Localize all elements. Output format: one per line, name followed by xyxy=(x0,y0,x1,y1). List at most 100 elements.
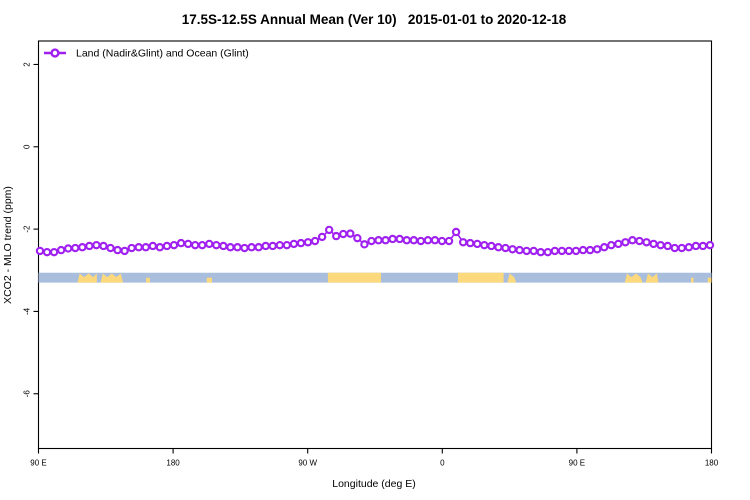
data-point-marker xyxy=(240,243,249,253)
data-series xyxy=(35,225,715,257)
data-point-marker xyxy=(494,243,503,252)
data-point-marker xyxy=(656,240,665,250)
y-axis-label: XCO2 - MLO trend (ppm) xyxy=(2,186,14,304)
data-point-marker xyxy=(508,245,517,254)
data-point-marker xyxy=(388,234,397,244)
land-patch xyxy=(707,277,712,283)
data-point-marker xyxy=(557,246,567,256)
data-point-marker xyxy=(543,247,552,257)
data-point-marker xyxy=(113,245,122,255)
y-tick-label: 0 xyxy=(23,144,32,149)
data-point-marker xyxy=(614,239,623,249)
data-point-marker xyxy=(332,231,341,241)
data-point-marker xyxy=(183,239,193,249)
data-point-marker xyxy=(550,246,560,256)
data-point-marker xyxy=(529,246,538,256)
data-point-marker xyxy=(607,240,616,250)
y-axis-ticks: 2 0 -2 -4 -6 xyxy=(23,62,39,397)
data-point-marker xyxy=(261,241,270,251)
data-point-marker xyxy=(324,225,334,235)
data-point-marker xyxy=(585,245,595,255)
data-point-marker xyxy=(71,243,80,253)
data-point-marker xyxy=(571,246,581,256)
legend-label: Land (Nadir&Glint) and Ocean (Glint) xyxy=(76,48,249,60)
data-point-marker xyxy=(42,247,52,257)
data-point-marker xyxy=(346,229,355,238)
data-point-marker xyxy=(127,243,136,253)
data-point-marker xyxy=(353,233,362,243)
data-point-marker xyxy=(35,246,45,256)
data-point-marker xyxy=(451,227,461,237)
data-point-marker xyxy=(219,241,228,251)
x-tick-label: 90 E xyxy=(30,459,46,468)
legend: Land (Nadir&Glint) and Ocean (Glint) xyxy=(44,48,249,60)
data-point-marker xyxy=(698,241,708,251)
data-point-marker xyxy=(99,241,108,251)
data-point-marker xyxy=(515,245,524,255)
data-point-marker xyxy=(430,236,440,245)
data-point-marker xyxy=(635,236,644,246)
data-point-marker xyxy=(169,240,179,250)
data-point-marker xyxy=(148,241,158,251)
data-point-marker xyxy=(233,243,242,252)
x-tick-label: 90 W xyxy=(298,459,317,468)
data-point-marker xyxy=(49,247,59,257)
data-point-marker xyxy=(92,240,101,250)
land-patch xyxy=(507,273,517,283)
data-point-marker xyxy=(522,246,531,256)
land-patch xyxy=(624,273,643,283)
data-point-marker xyxy=(190,240,200,250)
x-axis-label: Longitude (deg E) xyxy=(332,478,415,490)
data-point-marker xyxy=(226,243,235,252)
data-point-marker xyxy=(367,236,376,246)
data-point-marker xyxy=(628,236,637,245)
y-tick-label: -2 xyxy=(23,225,32,233)
data-point-marker xyxy=(480,240,489,250)
data-point-marker xyxy=(78,243,87,252)
data-point-marker xyxy=(339,229,348,239)
land-patch xyxy=(645,273,659,283)
data-point-marker xyxy=(254,243,263,252)
x-tick-label: 180 xyxy=(705,459,719,468)
land-patch xyxy=(206,277,212,283)
data-point-marker xyxy=(684,243,694,252)
land-ocean-strip xyxy=(38,272,712,283)
data-point-marker xyxy=(374,236,383,245)
data-point-marker xyxy=(64,244,73,253)
data-point-marker xyxy=(141,243,150,252)
land-patch xyxy=(691,277,694,283)
data-point-marker xyxy=(437,236,447,246)
data-point-marker xyxy=(205,239,214,249)
land-patch xyxy=(146,277,150,283)
y-tick-label: -4 xyxy=(23,307,32,315)
data-point-marker xyxy=(360,240,369,249)
data-point-marker xyxy=(564,246,574,256)
data-point-marker xyxy=(212,240,221,250)
x-tick-label: 180 xyxy=(166,459,180,468)
data-point-marker xyxy=(106,243,115,253)
data-point-marker xyxy=(162,241,172,251)
data-point-marker xyxy=(458,238,468,247)
data-point-marker xyxy=(705,240,715,250)
data-point-marker xyxy=(296,238,306,248)
data-point-marker xyxy=(85,241,94,251)
land-patch xyxy=(327,272,381,283)
data-point-marker xyxy=(247,243,256,252)
data-point-marker xyxy=(663,241,672,251)
data-point-marker xyxy=(317,232,327,242)
data-point-marker xyxy=(501,243,510,253)
data-point-marker xyxy=(198,240,207,250)
data-point-marker xyxy=(473,239,482,249)
data-point-marker xyxy=(416,236,426,246)
data-point-marker xyxy=(56,245,66,255)
data-point-marker xyxy=(466,238,475,248)
data-point-marker xyxy=(677,243,686,253)
land-patch xyxy=(77,273,97,283)
data-point-marker xyxy=(120,246,129,256)
data-point-marker xyxy=(289,239,299,249)
data-point-marker xyxy=(303,238,313,247)
data-point-marker xyxy=(642,238,651,247)
data-point-marker xyxy=(621,238,630,247)
data-point-marker xyxy=(578,245,588,255)
data-point-marker xyxy=(600,243,609,252)
